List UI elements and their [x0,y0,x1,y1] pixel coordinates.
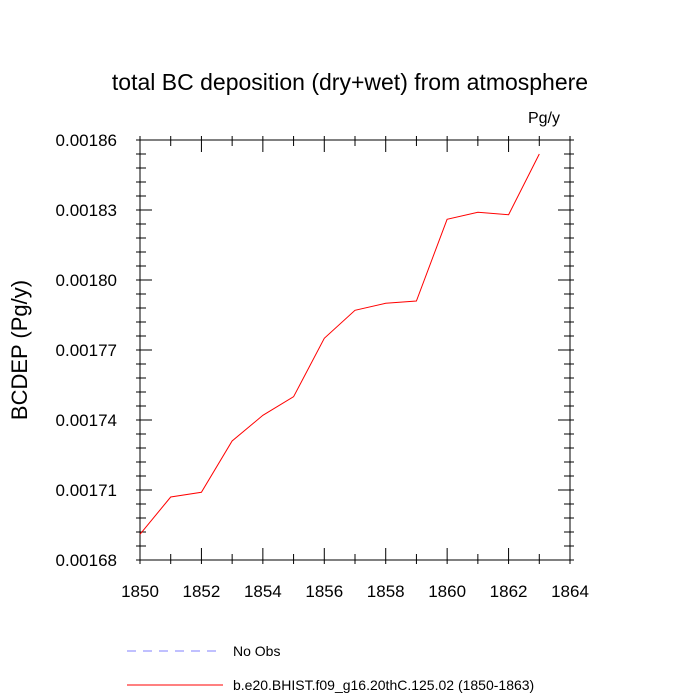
series-line [139,153,540,535]
units-label: Pg/y [528,110,560,127]
axis-ticks [136,136,574,564]
x-tick-label: 1862 [490,582,528,601]
x-tick-label: 1850 [121,582,159,601]
plot-frame [139,139,571,561]
plot-area: 1850 1852 1854 1856 1858 1860 1862 1864 … [56,131,589,601]
legend-label-no-obs: No Obs [233,643,280,659]
x-tick-labels: 1850 1852 1854 1856 1858 1860 1862 1864 [121,582,589,601]
x-tick-label: 1860 [428,582,466,601]
y-tick-label: 0.00171 [56,481,117,500]
y-axis-label: BCDEP (Pg/y) [7,280,32,420]
y-tick-label: 0.00174 [56,411,117,430]
legend: No Obs b.e20.BHIST.f09_g16.20thC.125.02 … [127,643,534,693]
x-tick-label: 1864 [551,582,589,601]
y-tick-label: 0.00180 [56,271,117,290]
x-tick-label: 1858 [367,582,405,601]
y-tick-label: 0.00183 [56,201,117,220]
y-tick-label: 0.00177 [56,341,117,360]
y-tick-labels: 0.00168 0.00171 0.00174 0.00177 0.00180 … [56,131,117,570]
y-tick-label: 0.00186 [56,131,117,150]
chart-title: total BC deposition (dry+wet) from atmos… [112,69,588,95]
x-tick-label: 1854 [244,582,282,601]
y-tick-label: 0.00168 [56,551,117,570]
x-tick-label: 1856 [305,582,343,601]
x-tick-label: 1852 [183,582,221,601]
legend-label-model: b.e20.BHIST.f09_g16.20thC.125.02 (1850-1… [233,677,534,693]
